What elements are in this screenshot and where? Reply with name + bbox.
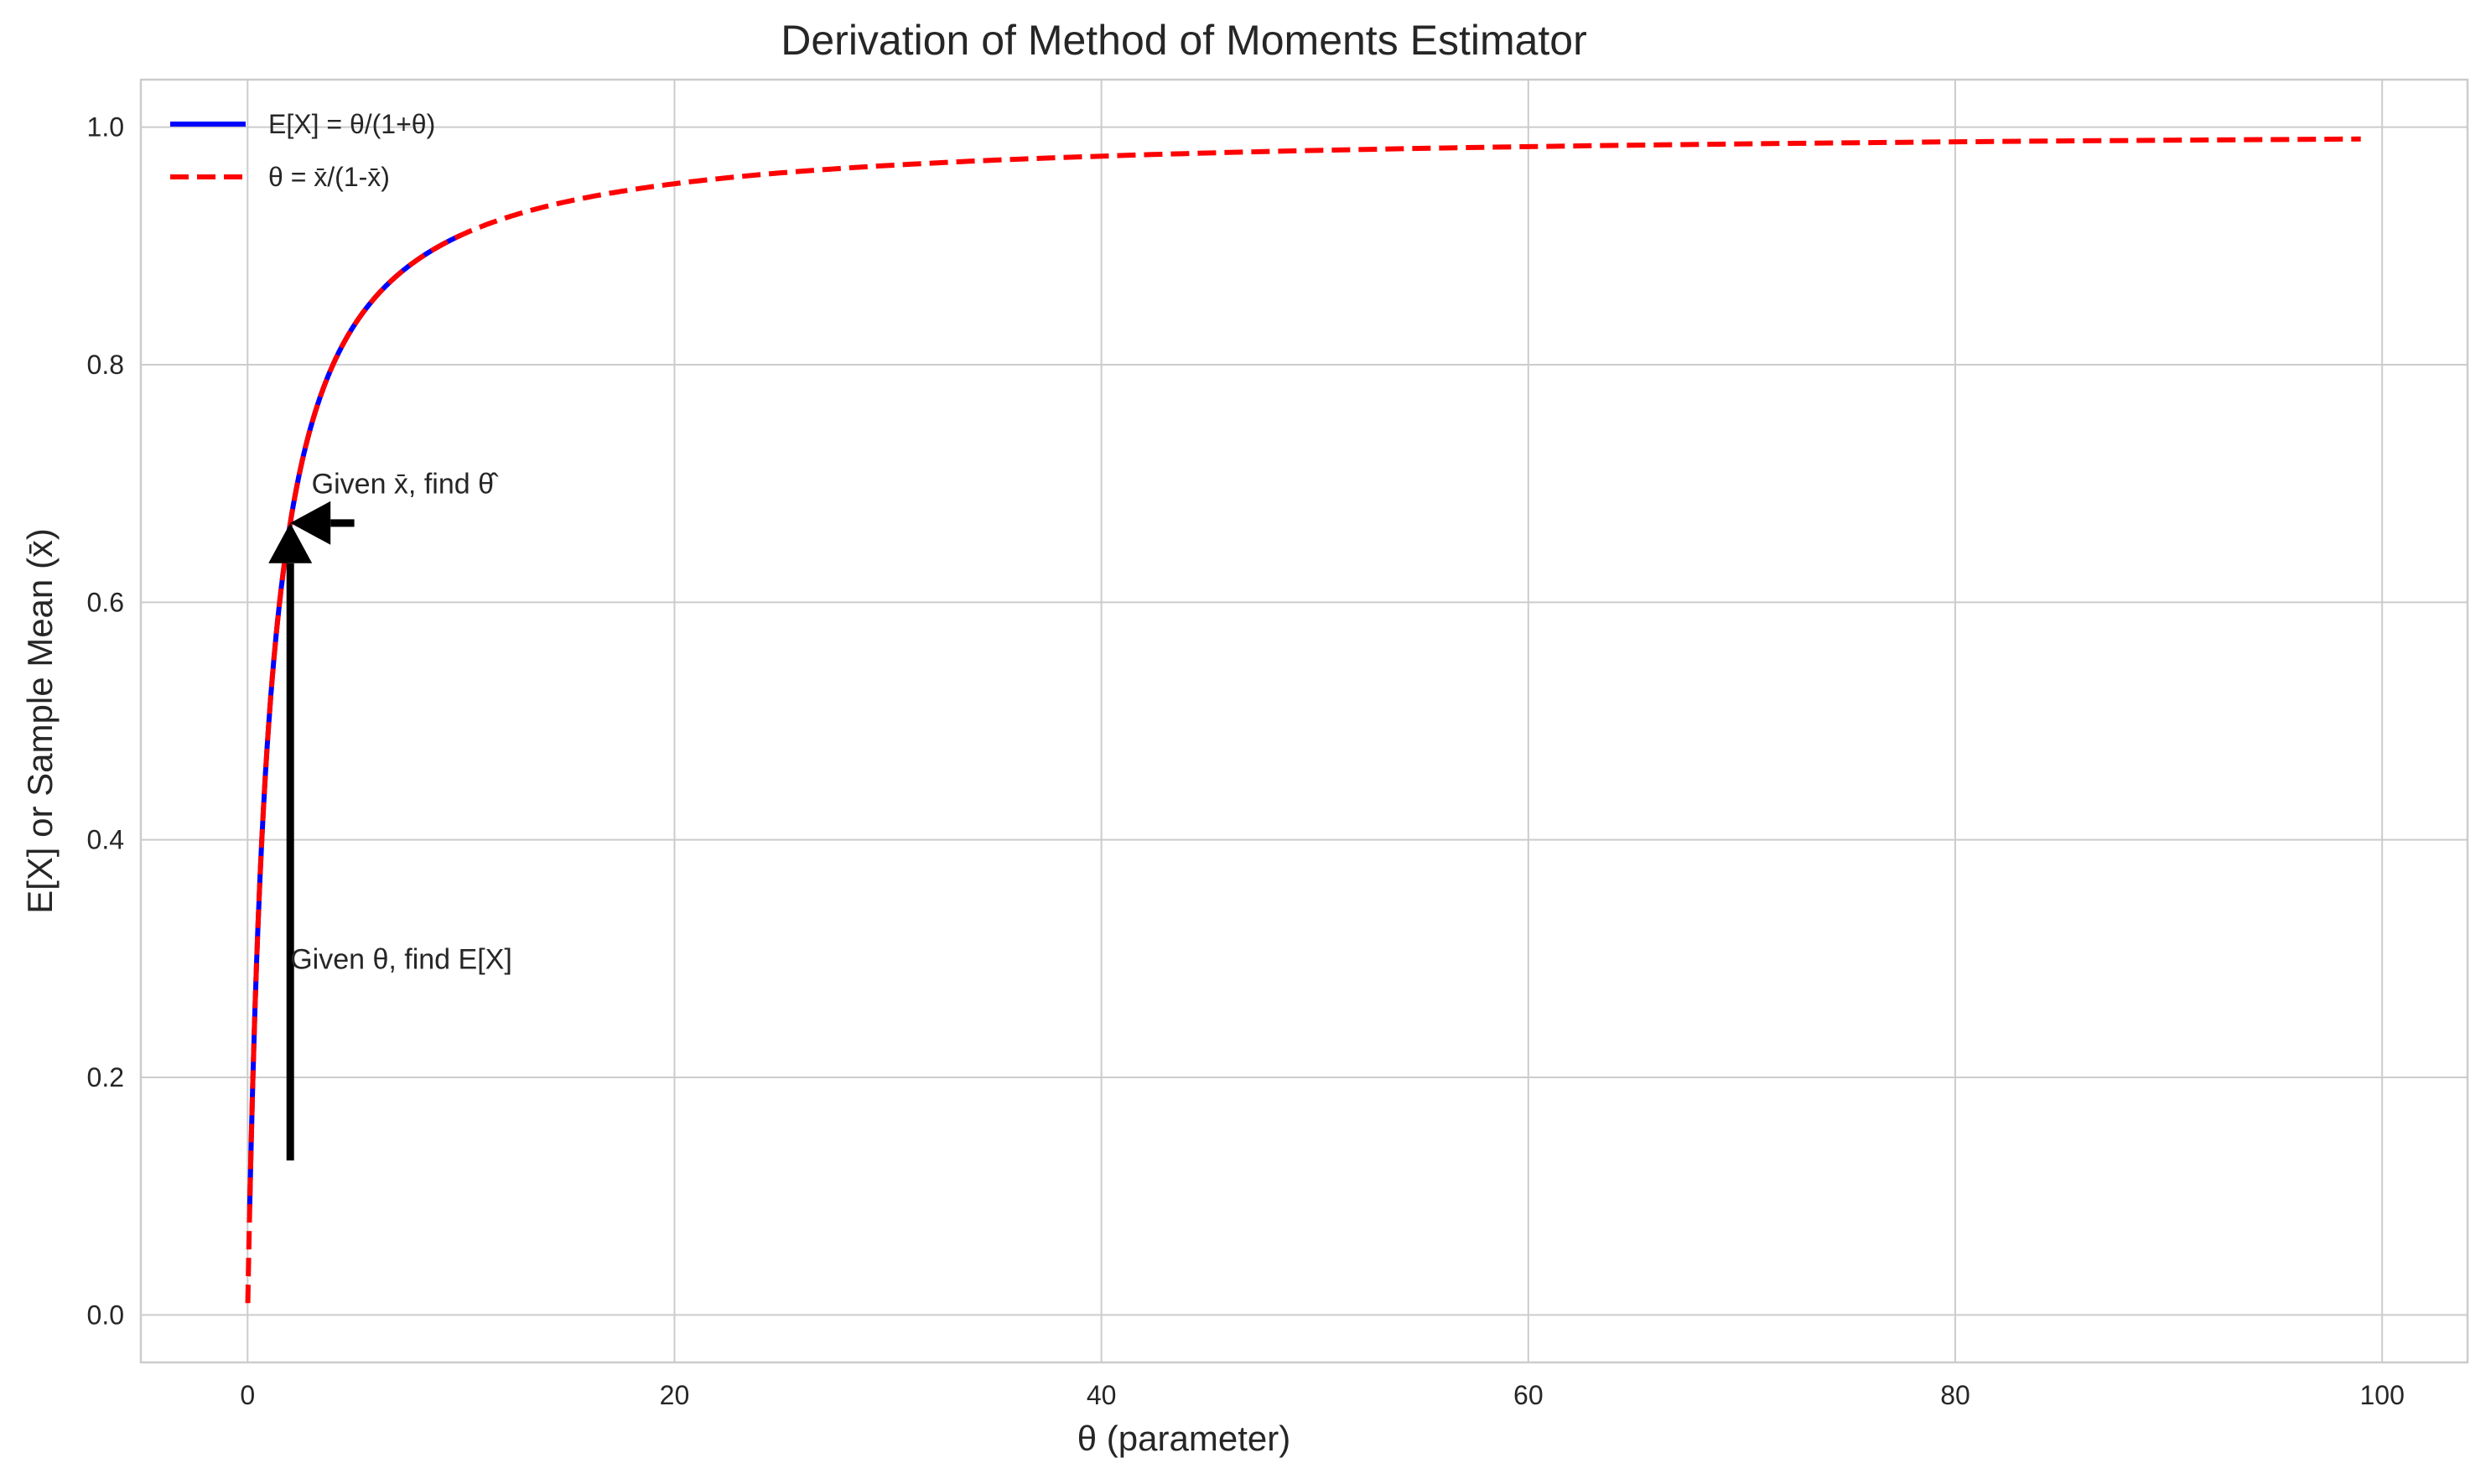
annotation-arrow-head [290, 501, 331, 545]
legend-label-theta: θ = x̄/(1-x̄) [268, 162, 390, 192]
y-tick-label: 0.0 [87, 1300, 124, 1330]
x-tick-label: 100 [2359, 1380, 2404, 1410]
annotation-text: Given θ, find E[X] [290, 943, 512, 975]
y-tick-label: 0.2 [87, 1062, 124, 1092]
annotation-arrow-head [268, 522, 313, 563]
x-tick-label: 60 [1513, 1380, 1544, 1410]
series-line-theta [245, 136, 2361, 1305]
x-tick-label: 40 [1087, 1380, 1117, 1410]
legend-label-ex: E[X] = θ/(1+θ) [268, 109, 435, 139]
y-tick-label: 0.6 [87, 587, 124, 617]
y-tick-label: 0.8 [87, 350, 124, 380]
x-tick-label: 80 [1940, 1380, 1970, 1410]
x-tick-label: 0 [240, 1380, 255, 1410]
x-axis-ticks: 0 20 40 60 80 100 [240, 1380, 2404, 1410]
y-tick-label: 1.0 [87, 112, 124, 143]
grid [141, 80, 2468, 1362]
x-tick-label: 20 [660, 1380, 690, 1410]
x-axis-label: θ (parameter) [1077, 1419, 1290, 1458]
y-axis-label: E[X] or Sample Mean (x̄) [20, 528, 60, 914]
legend: E[X] = θ/(1+θ) θ = x̄/(1-x̄) [170, 109, 435, 192]
chart-title: Derivation of Method of Moments Estimato… [781, 17, 1587, 64]
y-axis-ticks: 0.0 0.2 0.4 0.6 0.8 1.0 [87, 112, 124, 1331]
annotations: Given θ, find E[X] Given x̄, find θ̂ [268, 469, 512, 1161]
y-tick-label: 0.4 [87, 825, 124, 855]
plot-frame [139, 78, 2469, 1364]
annotation-text: Given x̄, find θ̂ [312, 469, 499, 501]
